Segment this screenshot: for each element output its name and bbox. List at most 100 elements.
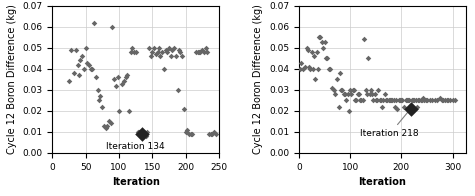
- Point: [141, 130, 148, 133]
- Point: [440, 99, 447, 102]
- Point: [381, 93, 389, 96]
- Point: [359, 99, 367, 102]
- Point: [110, 78, 117, 81]
- Point: [390, 99, 398, 102]
- Point: [382, 99, 390, 102]
- Point: [197, 51, 204, 54]
- Point: [76, 59, 84, 62]
- Point: [413, 105, 420, 108]
- Point: [162, 48, 170, 52]
- Point: [94, 88, 101, 92]
- Point: [335, 105, 342, 108]
- Point: [403, 99, 410, 102]
- Point: [357, 99, 364, 102]
- Point: [74, 63, 81, 66]
- Point: [207, 132, 215, 136]
- Point: [139, 130, 147, 133]
- Point: [408, 99, 416, 102]
- Point: [312, 78, 319, 81]
- Point: [402, 99, 409, 102]
- Point: [210, 130, 218, 133]
- X-axis label: Iteration: Iteration: [358, 177, 406, 187]
- Point: [114, 76, 122, 79]
- Point: [362, 88, 370, 92]
- Point: [175, 48, 183, 52]
- Point: [417, 99, 425, 102]
- Point: [135, 130, 142, 133]
- Point: [179, 55, 186, 58]
- Point: [125, 109, 133, 113]
- Point: [409, 99, 417, 102]
- Point: [156, 55, 164, 58]
- Point: [205, 132, 213, 136]
- Point: [200, 51, 208, 54]
- Point: [165, 46, 173, 49]
- Point: [392, 99, 400, 102]
- Point: [308, 51, 315, 54]
- Point: [134, 130, 142, 133]
- Y-axis label: Cycle 12 Boron Difference (kg): Cycle 12 Boron Difference (kg): [7, 5, 17, 154]
- Point: [428, 99, 436, 102]
- Point: [326, 67, 333, 70]
- Point: [192, 51, 200, 54]
- Point: [182, 130, 190, 133]
- Point: [339, 88, 346, 92]
- Point: [451, 99, 459, 102]
- Point: [176, 51, 184, 54]
- Point: [444, 99, 451, 102]
- Point: [305, 65, 313, 68]
- Point: [143, 130, 151, 133]
- Point: [320, 46, 327, 49]
- Point: [416, 99, 423, 102]
- Point: [183, 128, 190, 131]
- Point: [318, 40, 326, 43]
- Point: [410, 99, 418, 102]
- Point: [161, 67, 168, 70]
- Point: [371, 93, 379, 96]
- Point: [95, 99, 103, 102]
- Point: [145, 46, 152, 49]
- Point: [370, 99, 377, 102]
- Point: [363, 93, 371, 96]
- Point: [349, 88, 357, 92]
- Point: [189, 132, 196, 136]
- Point: [449, 99, 456, 102]
- Point: [368, 93, 375, 96]
- Point: [330, 88, 338, 92]
- Point: [123, 74, 131, 77]
- Point: [150, 46, 157, 49]
- Point: [407, 107, 415, 110]
- Point: [100, 124, 108, 127]
- Point: [67, 48, 75, 52]
- Point: [395, 99, 403, 102]
- Point: [314, 67, 322, 70]
- Point: [75, 74, 83, 77]
- Point: [400, 105, 408, 108]
- Point: [436, 97, 444, 100]
- Point: [87, 67, 95, 70]
- Point: [296, 67, 304, 70]
- Point: [154, 51, 162, 54]
- Point: [313, 51, 321, 54]
- Point: [311, 55, 318, 58]
- Point: [155, 46, 163, 49]
- Point: [328, 86, 336, 89]
- Point: [376, 99, 384, 102]
- Point: [65, 80, 73, 83]
- Point: [121, 80, 128, 83]
- Point: [138, 132, 145, 136]
- Point: [386, 99, 394, 102]
- Y-axis label: Cycle 12 Boron Difference (kg): Cycle 12 Boron Difference (kg): [254, 5, 264, 154]
- Point: [88, 67, 96, 70]
- Point: [167, 55, 175, 58]
- Point: [423, 99, 431, 102]
- Point: [336, 72, 344, 75]
- Point: [426, 99, 433, 102]
- Point: [347, 93, 355, 96]
- Point: [306, 67, 314, 70]
- Point: [419, 97, 427, 100]
- Point: [301, 65, 309, 68]
- Point: [212, 132, 219, 136]
- Point: [391, 105, 399, 108]
- Point: [421, 99, 428, 102]
